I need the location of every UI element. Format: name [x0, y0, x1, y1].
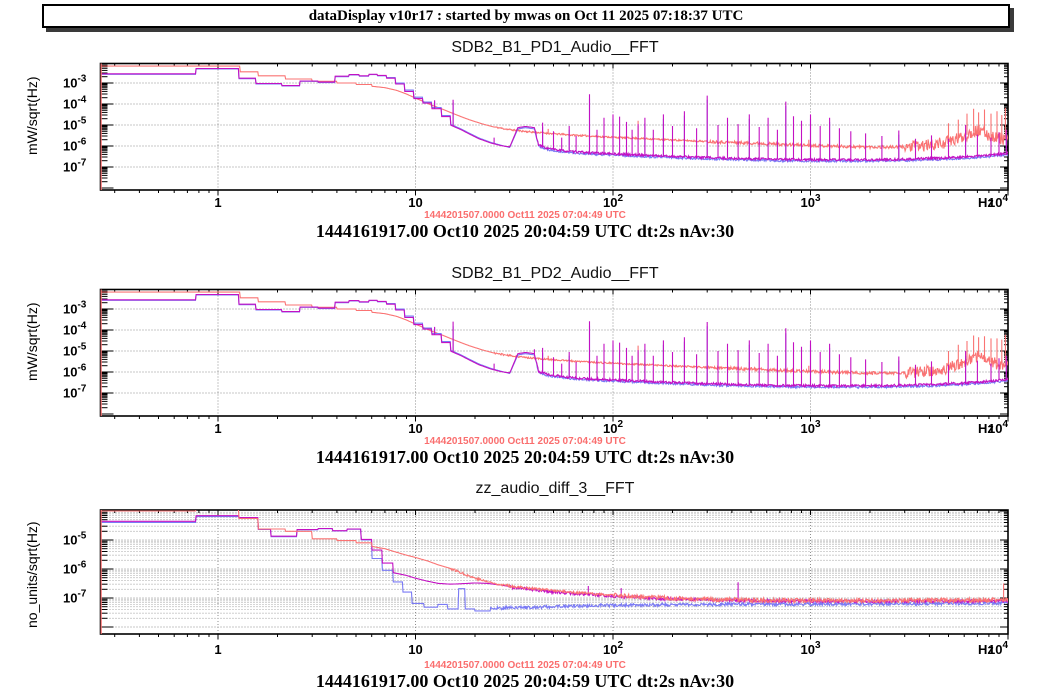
- x-tick-label: 103: [800, 193, 820, 210]
- y-axis-tick-labels: 10-3 10-4 10-5 10-6 10-7: [63, 74, 87, 175]
- trace-red: [100, 65, 1008, 154]
- plot2-time-caption: 1444161917.00 Oct10 2025 20:04:59 UTC dt…: [315, 447, 735, 467]
- x-tick-label: 1: [214, 642, 221, 657]
- plot1-y-axis-label: mW/sqrt(Hz): [24, 76, 40, 155]
- x-tick-label: 103: [800, 419, 820, 436]
- trace-red-spikes: [547, 334, 1006, 372]
- x-tick-label: 10: [408, 195, 422, 210]
- y-tick-label: 10-3: [63, 74, 87, 91]
- y-tick-label: 10-7: [63, 589, 87, 606]
- y-axis-tick-labels: 10-5 10-6 10-7: [63, 531, 87, 606]
- x-axis-unit-label: Hz: [978, 642, 994, 657]
- traces: [100, 65, 1008, 164]
- y-tick-label: 10-5: [63, 116, 87, 133]
- y-tick-label: 10-7: [63, 384, 87, 401]
- plot3-reference-time-caption: 1444201507.0000 Oct11 2025 07:04:49 UTC: [424, 660, 626, 671]
- y-tick-label: 10-5: [63, 531, 87, 548]
- grid: [100, 63, 1008, 190]
- plot3-y-axis-label: no_units/sqrt(Hz): [24, 521, 40, 628]
- plot3-title: zz_audio_diff_3__FFT: [475, 480, 635, 497]
- trace-magenta-spikes: [434, 94, 1007, 160]
- y-tick-label: 10-6: [63, 137, 87, 154]
- x-tick-label: 102: [603, 193, 623, 210]
- trace-red-spikes: [547, 107, 1006, 146]
- y-tick-label: 10-6: [63, 560, 87, 577]
- x-tick-label: 1: [214, 421, 221, 436]
- y-tick-label: 10-5: [63, 342, 87, 359]
- x-tick-label: 104: [988, 419, 1008, 436]
- window-title-banner: dataDisplay v10r17 : started by mwas on …: [42, 4, 1010, 28]
- x-tick-label: 1: [214, 195, 221, 210]
- x-axis-unit-label: Hz: [978, 421, 994, 436]
- x-tick-label: 104: [988, 640, 1008, 657]
- x-axis-unit-label: Hz: [978, 195, 994, 210]
- trace-blue: [100, 516, 1008, 612]
- grid: [100, 289, 1008, 416]
- trace-red: [100, 510, 1008, 605]
- x-tick-label: 103: [800, 640, 820, 657]
- y-tick-label: 10-4: [63, 321, 87, 338]
- axis-ticks: [100, 510, 1009, 640]
- y-axis-tick-labels: 10-3 10-4 10-5 10-6 10-7: [63, 300, 87, 401]
- y-tick-label: 10-4: [63, 95, 87, 112]
- y-tick-label: 10-7: [63, 158, 87, 175]
- plot1-reference-time-caption: 1444201507.0000 Oct11 2025 07:04:49 UTC: [424, 210, 626, 221]
- x-tick-label: 102: [603, 640, 623, 657]
- x-tick-label: 10: [408, 421, 422, 436]
- traces: [100, 291, 1008, 390]
- plot1-time-caption: 1444161917.00 Oct10 2025 20:04:59 UTC dt…: [315, 221, 735, 241]
- plot-frame: [99, 62, 1009, 191]
- grid: [100, 510, 1008, 634]
- plot2-y-axis-label: mW/sqrt(Hz): [24, 302, 40, 381]
- trace-magenta: [100, 293, 1008, 389]
- trace-magenta: [100, 67, 1008, 163]
- x-tick-label: 104: [988, 193, 1008, 210]
- plot2-title: SDB2_B1_PD2_Audio__FFT: [451, 265, 659, 282]
- y-tick-label: 10-3: [63, 300, 87, 317]
- trace-magenta-spikes: [434, 321, 1007, 386]
- plot2-reference-time-caption: 1444201507.0000 Oct11 2025 07:04:49 UTC: [424, 436, 626, 447]
- plot-frame: [99, 288, 1009, 417]
- trace-red: [100, 291, 1008, 380]
- x-tick-label: 10: [408, 642, 422, 657]
- plot3-time-caption: 1444161917.00 Oct10 2025 20:04:59 UTC dt…: [315, 671, 735, 691]
- y-tick-label: 10-6: [63, 363, 87, 380]
- plot1-title: SDB2_B1_PD1_Audio__FFT: [451, 39, 659, 56]
- traces: [100, 510, 1008, 612]
- x-tick-label: 102: [603, 419, 623, 436]
